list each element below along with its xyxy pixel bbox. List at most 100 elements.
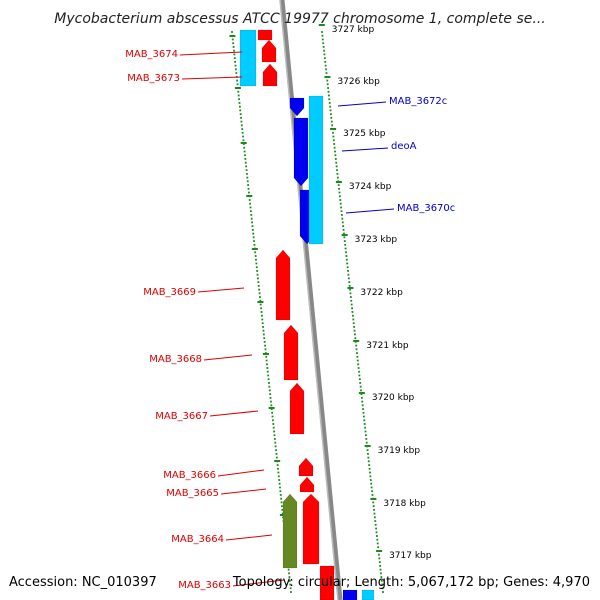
accession-text: Accession: NC_010397 xyxy=(9,575,157,590)
guide-dot xyxy=(269,393,272,396)
guide-dot xyxy=(342,225,345,228)
gene-mab-3674-upper[interactable] xyxy=(257,29,273,41)
gene-label[interactable]: MAB_3669 xyxy=(143,287,196,298)
guide-dot xyxy=(381,587,384,590)
guide-dot xyxy=(275,456,278,459)
guide-dot xyxy=(343,236,346,239)
guide-dot xyxy=(343,240,346,242)
gene-mab-3669[interactable] xyxy=(275,249,291,321)
cds-bottom[interactable] xyxy=(361,589,375,600)
guide-dot xyxy=(255,266,258,269)
guide-dot xyxy=(372,501,375,504)
gene-label[interactable]: MAB_3667 xyxy=(155,411,208,422)
guide-dot xyxy=(353,329,356,332)
guide-dot xyxy=(266,363,268,366)
guide-dot xyxy=(251,225,254,228)
guide-dot xyxy=(259,299,262,302)
gene-label[interactable]: MAB_3666 xyxy=(163,470,216,481)
guide-dot xyxy=(352,322,355,325)
guide-dot xyxy=(351,307,353,310)
scale-label: 3724 kbp xyxy=(349,182,392,192)
feature-rna[interactable] xyxy=(282,493,298,569)
gene-mab-3666[interactable] xyxy=(298,457,314,477)
guide-dot xyxy=(333,146,336,149)
guide-dot xyxy=(273,430,275,433)
guide-dot xyxy=(246,172,248,175)
guide-dot xyxy=(345,258,348,261)
scale-label: 3720 kbp xyxy=(372,393,415,403)
guide-dot xyxy=(249,210,252,213)
guide-dot xyxy=(275,452,278,455)
feature-cds[interactable] xyxy=(239,29,257,87)
guide-dot xyxy=(357,367,360,369)
guide-dot xyxy=(358,374,361,377)
gene-mab-3674[interactable] xyxy=(261,39,277,63)
guide-dot xyxy=(262,326,264,328)
gene-mab-3667[interactable] xyxy=(289,382,305,435)
guide-dot xyxy=(339,202,342,205)
leader-line xyxy=(197,287,245,293)
guide-dot xyxy=(335,165,338,168)
map-title: Mycobacterium abscessus ATCC 19977 chrom… xyxy=(54,11,545,27)
guide-dot xyxy=(280,497,283,500)
guide-dot xyxy=(235,72,238,74)
guide-dot xyxy=(338,187,340,190)
guide-dot xyxy=(375,527,377,530)
guide-dot xyxy=(359,382,362,384)
guide-dot xyxy=(277,475,280,478)
guide-dot xyxy=(265,359,268,362)
gene-label[interactable]: MAB_3673 xyxy=(127,73,180,84)
guide-dot xyxy=(278,479,281,481)
guide-dot xyxy=(255,262,258,265)
guide-dot xyxy=(360,389,362,392)
guide-dot xyxy=(362,415,365,418)
gene-mab-3665[interactable] xyxy=(299,476,315,493)
guide-dot xyxy=(346,262,349,265)
gene-mab-3664[interactable] xyxy=(302,493,320,565)
guide-dot xyxy=(281,512,284,515)
gene-label[interactable]: MAB_3663 xyxy=(178,580,231,591)
guide-dot xyxy=(368,464,371,466)
guide-dot xyxy=(329,109,332,112)
guide-dot xyxy=(369,475,372,478)
guide-dot xyxy=(266,367,269,369)
gene-mab-3663[interactable] xyxy=(319,565,335,600)
scale-label: 3719 kbp xyxy=(378,446,421,456)
guide-dot xyxy=(373,516,376,519)
gene-mab-3672c[interactable] xyxy=(289,97,305,117)
gene-label[interactable]: MAB_3664 xyxy=(171,534,224,545)
guide-dot xyxy=(369,471,371,474)
guide-dot xyxy=(259,303,262,306)
guide-dot xyxy=(333,143,336,145)
guide-dot xyxy=(272,423,275,425)
guide-dot xyxy=(279,494,282,496)
guide-dot xyxy=(347,277,350,280)
gene-label[interactable]: MAB_3672c xyxy=(389,96,447,107)
guide-dot xyxy=(352,314,354,317)
gene-label[interactable]: MAB_3668 xyxy=(149,354,202,365)
guide-dot xyxy=(240,124,243,127)
guide-dot xyxy=(350,299,353,302)
guide-dot xyxy=(276,464,279,466)
guide-dot xyxy=(321,38,324,41)
gene-deoA[interactable] xyxy=(293,117,309,187)
guide-dot xyxy=(375,531,378,534)
guide-dot xyxy=(243,150,246,153)
gene-label[interactable]: MAB_3665 xyxy=(166,488,219,499)
guide-dot xyxy=(326,79,329,82)
guide-dot xyxy=(327,90,330,93)
feature-cds-plus[interactable] xyxy=(308,95,324,245)
gene-label[interactable]: deoA xyxy=(391,141,417,152)
guide-dot xyxy=(362,411,365,414)
guide-dot xyxy=(325,72,328,74)
gene-mab-3668[interactable] xyxy=(283,324,299,381)
guide-dot xyxy=(376,535,378,537)
guide-dot xyxy=(356,355,359,358)
guide-dot xyxy=(247,187,250,190)
guide-dot xyxy=(251,228,254,231)
scale-label: 3723 kbp xyxy=(355,235,398,245)
gene-plus-bottom[interactable] xyxy=(342,589,358,600)
gene-mab-3673[interactable] xyxy=(262,63,278,87)
gene-label[interactable]: MAB_3670c xyxy=(397,203,455,214)
gene-label[interactable]: MAB_3674 xyxy=(125,49,178,60)
